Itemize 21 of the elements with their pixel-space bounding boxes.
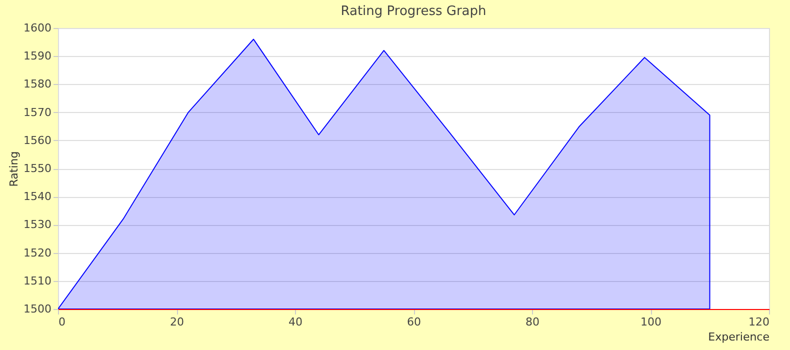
y-tick-label: 1520 [24,246,52,260]
x-tick-label: 120 [748,316,770,328]
y-tick-label: 1570 [24,106,52,119]
y-tick-label: 1540 [24,190,52,204]
x-tick-label: 20 [170,316,184,328]
y-tick-label: 1560 [24,134,52,147]
x-tick-label: 60 [407,316,421,328]
y-tick-label: 1600 [24,22,52,34]
y-tick-label: 1500 [24,302,52,316]
x-tick-label: 0 [58,316,66,328]
chart-title: Rating Progress Graph [340,4,486,19]
x-tick-label: 80 [526,316,540,328]
y-tick-label: 1580 [24,78,52,91]
y-axis-title: Rating [8,151,21,187]
y-tick-label: 1590 [24,50,52,63]
x-tick-label: 100 [640,316,662,328]
x-axis-title: Experience [708,330,770,344]
x-tick-label: 40 [288,316,302,328]
y-tick-label: 1550 [24,162,52,175]
y-tick-label: 1530 [24,218,52,232]
y-tick-label: 1510 [24,274,52,288]
